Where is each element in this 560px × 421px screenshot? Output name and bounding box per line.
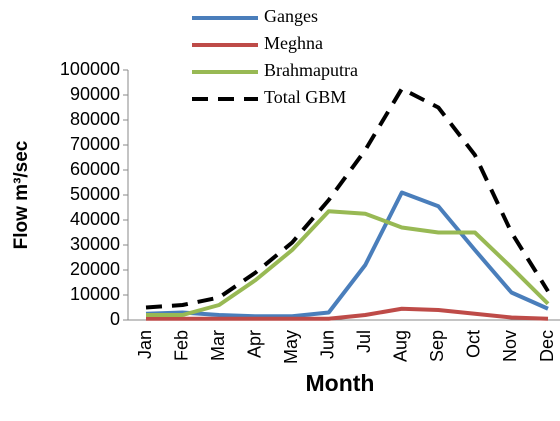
- x-tick-label: Jun: [317, 330, 337, 359]
- y-tick-label: 0: [110, 309, 120, 329]
- x-tick-label: Sep: [427, 330, 447, 362]
- x-tick-label: May: [281, 330, 301, 364]
- y-tick-label: 20000: [70, 259, 120, 279]
- legend: Ganges Meghna Brahmaputra Total GBM: [192, 6, 358, 107]
- series-line: [146, 209, 550, 317]
- x-tick-label: Dec: [537, 330, 557, 362]
- y-tick-label: 10000: [70, 284, 120, 304]
- x-axis-label: Month: [306, 370, 375, 396]
- y-tick-label: 80000: [70, 109, 120, 129]
- y-tick-label: 40000: [70, 209, 120, 229]
- y-tick-label: 70000: [70, 134, 120, 154]
- series-line: [146, 306, 549, 321]
- x-tick-label: Oct: [464, 330, 484, 358]
- y-tick-label: 100000: [60, 59, 120, 79]
- x-tick-label: Feb: [171, 330, 191, 361]
- x-tick-label: Jan: [135, 330, 155, 359]
- x-tick-label: Apr: [244, 330, 264, 358]
- series-line: [145, 86, 550, 310]
- legend-label: Brahmaputra: [264, 60, 358, 80]
- legend-label: Total GBM: [264, 87, 346, 107]
- y-tick-label: 30000: [70, 234, 120, 254]
- y-tick-label: 50000: [70, 184, 120, 204]
- x-tick-label: Jul: [354, 330, 374, 353]
- x-tick-label: Nov: [500, 330, 520, 362]
- series-line: [145, 190, 549, 319]
- y-axis-label: Flow m³/sec: [11, 140, 32, 249]
- y-tick-label: 60000: [70, 159, 120, 179]
- y-tick-label: 90000: [70, 84, 120, 104]
- x-tick-label: Mar: [208, 330, 228, 361]
- x-tick-label: Aug: [391, 330, 411, 362]
- legend-label: Ganges: [264, 6, 318, 26]
- legend-label: Meghna: [264, 33, 323, 53]
